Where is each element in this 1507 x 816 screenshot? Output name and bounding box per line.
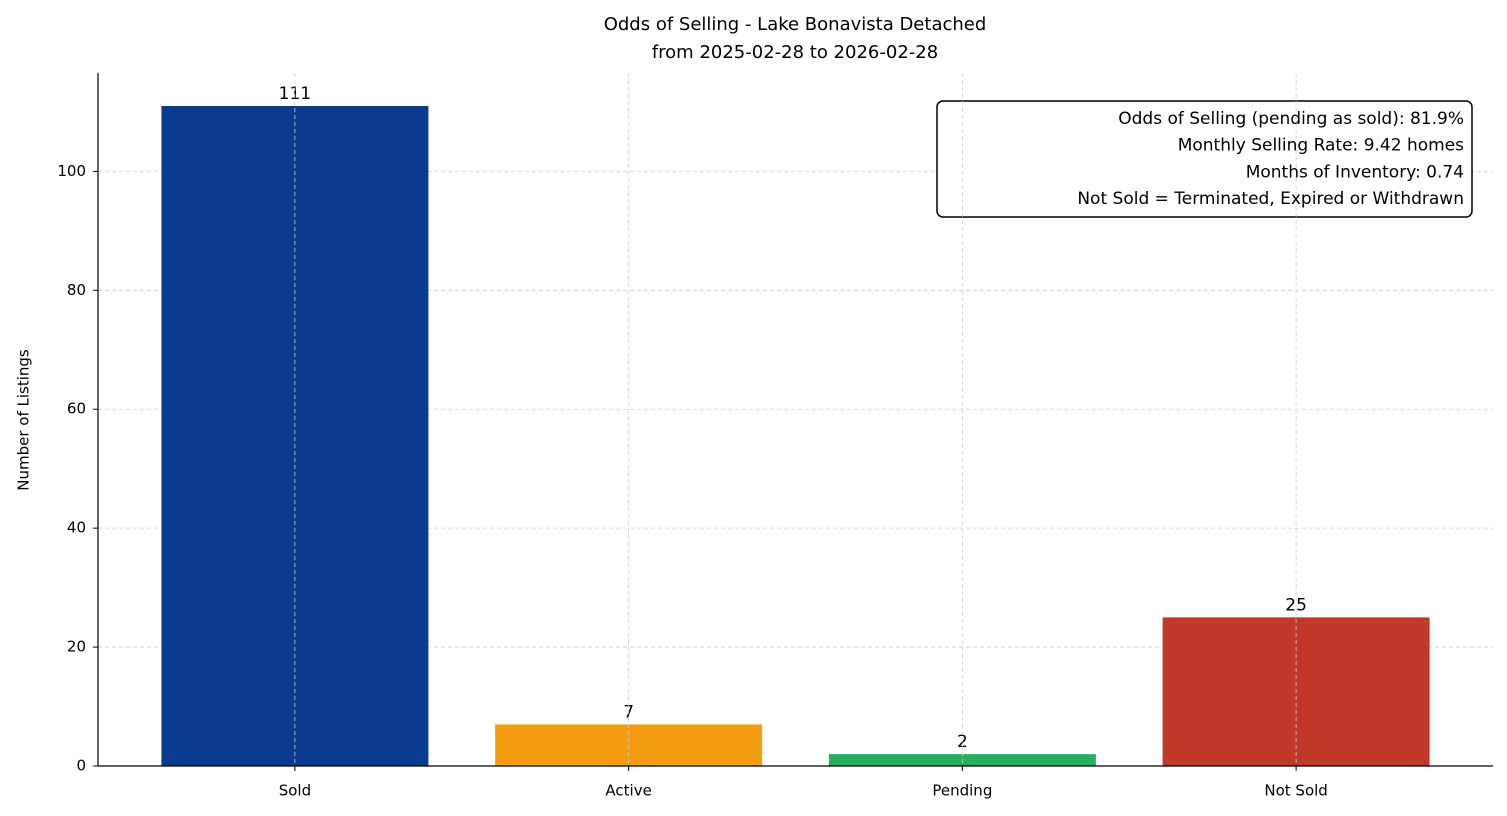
- annotation-line: Odds of Selling (pending as sold): 81.9%: [1118, 109, 1464, 129]
- y-tick-label: 60: [67, 400, 86, 418]
- chart-title: Odds of Selling - Lake Bonavista Detache…: [604, 14, 987, 35]
- x-tick-label: Active: [605, 782, 651, 800]
- y-tick-label: 100: [57, 162, 86, 180]
- y-axis-label: Number of Listings: [15, 349, 33, 491]
- y-tick-label: 80: [67, 281, 86, 299]
- x-tick-label: Pending: [932, 782, 992, 800]
- y-tick-label: 20: [67, 638, 86, 656]
- bar: [161, 106, 429, 766]
- annotation-box: [936, 100, 1473, 218]
- annotation-line: Not Sold = Terminated, Expired or Withdr…: [1077, 189, 1464, 209]
- annotation-line: Monthly Selling Rate: 9.42 homes: [1178, 136, 1464, 156]
- chart-subtitle: from 2025-02-28 to 2026-02-28: [652, 42, 938, 63]
- x-tick-label: Sold: [279, 782, 311, 800]
- annotation-line: Months of Inventory: 0.74: [1246, 162, 1464, 182]
- x-tick-label: Not Sold: [1264, 782, 1327, 800]
- y-tick-label: 40: [67, 519, 86, 537]
- value-label: 2: [957, 732, 968, 752]
- y-tick-label: 0: [76, 757, 86, 775]
